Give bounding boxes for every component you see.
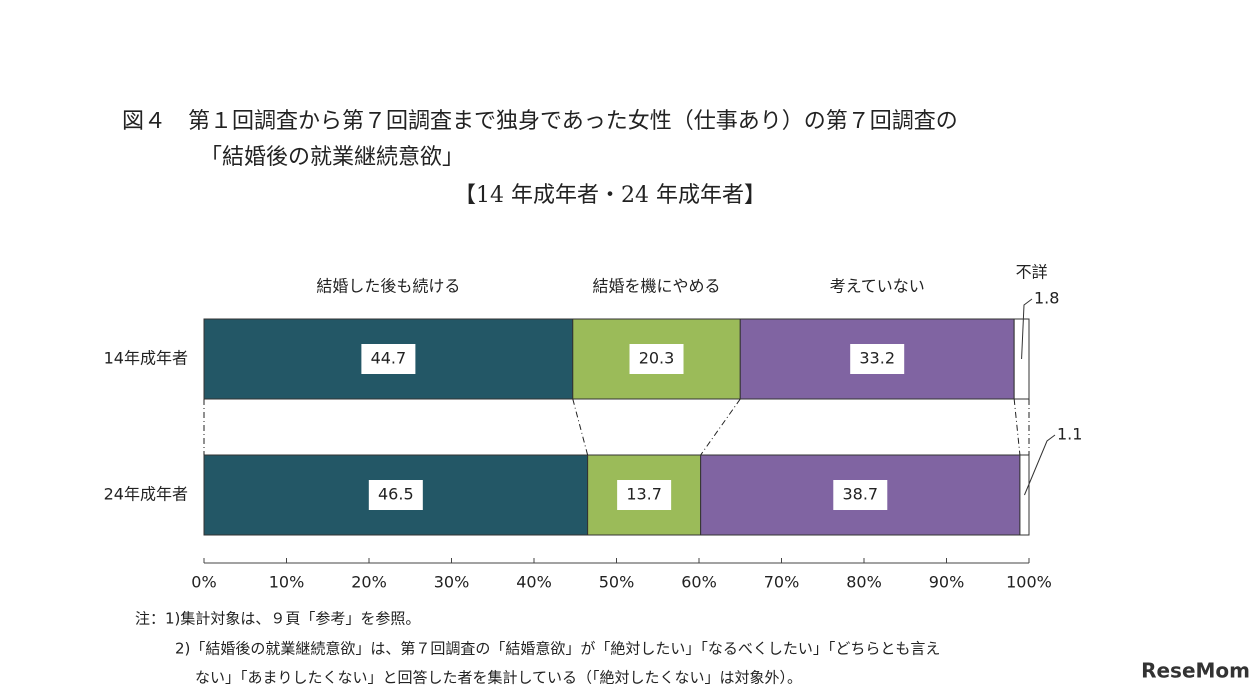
connector (572, 398, 589, 456)
x-tick-label: 60% (681, 573, 717, 592)
x-tick-label: 20% (351, 573, 387, 592)
x-tick-label: 30% (434, 573, 470, 592)
watermark: ReseMom (1141, 659, 1250, 683)
label-box (833, 480, 888, 510)
x-tick-label: 100% (1006, 573, 1052, 592)
connector (700, 398, 741, 456)
note: 2)「結婚後の就業継続意欲」は、第７回調査の「結婚意欲」が「絶対したい」「なるべ… (175, 640, 940, 658)
label-box (629, 344, 684, 374)
legend-label: 結婚した後も続ける (316, 277, 460, 296)
data-label: 1.1 (1057, 425, 1082, 444)
x-tick-label: 80% (846, 573, 882, 592)
x-tick-label: 40% (516, 573, 552, 592)
note: 注：1)集計対象は、９頁「参考」を参照。 (135, 610, 420, 628)
data-label: 46.5 (378, 485, 414, 504)
label-box (361, 344, 416, 374)
data-label: 44.7 (371, 349, 407, 368)
x-tick-label: 10% (269, 573, 305, 592)
data-label: 20.3 (639, 349, 675, 368)
leader-line (1024, 434, 1056, 496)
chart-title: 「結婚後の就業継続意欲」 (200, 145, 464, 170)
connector (1013, 398, 1021, 456)
data-label: 38.7 (842, 485, 878, 504)
data-label: 1.8 (1034, 289, 1059, 308)
x-tick-label: 70% (764, 573, 800, 592)
y-tick-label: 14年成年者 (104, 349, 188, 368)
legend-label: 不詳 (1016, 263, 1048, 282)
leader-line (1021, 298, 1033, 360)
label-box (617, 480, 672, 510)
x-tick-label: 0% (191, 573, 216, 592)
x-tick-label: 90% (929, 573, 965, 592)
y-tick-label: 24年成年者 (104, 485, 188, 504)
x-tick-label: 50% (599, 573, 635, 592)
data-label: 33.2 (859, 349, 895, 368)
legend-label: 結婚を機にやめる (593, 277, 721, 296)
label-box (850, 344, 905, 374)
chart-subtitle: 【14 年成年者・24 年成年者】 (454, 183, 766, 208)
data-label: 13.7 (626, 485, 662, 504)
chart-title: 図４ 第１回調査から第７回調査まで独身であった女性（仕事あり）の第７回調査の (122, 109, 958, 134)
legend-label: 考えていない (830, 277, 925, 296)
note: ない」「あまりしたくない」と回答した者を集計している（「絶対したくない」は対象外… (195, 669, 802, 687)
label-box (368, 480, 423, 510)
